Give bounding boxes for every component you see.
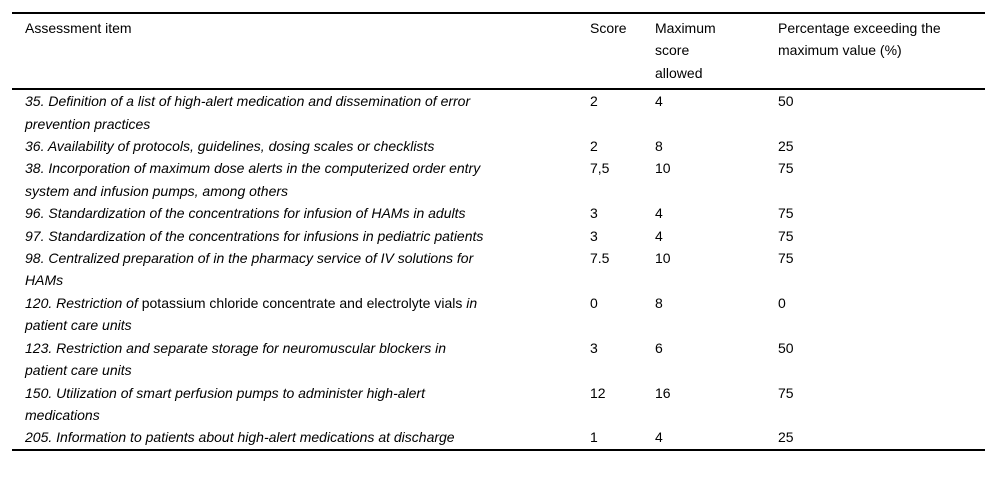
score-cell: 3 [590, 227, 598, 244]
table-header: Assessment item Score Maximum score allo… [12, 13, 985, 91]
percentage-cell: 50 [778, 93, 794, 110]
score-cell: 1 [590, 429, 598, 446]
percentage-cell: 75 [778, 160, 794, 177]
item-text-segment: potassium chloride concentrate and elect… [141, 294, 467, 311]
percentage-cell: 75 [778, 205, 794, 222]
table-row: 35. Definition of a list of high-alert m… [12, 89, 985, 135]
max-score-cell: 10 [655, 250, 671, 267]
item-text-segment: 96. Standardization of the concentration… [25, 205, 466, 222]
col-header-assessment-item: Assessment item [12, 13, 590, 91]
percentage-cell: 25 [778, 138, 794, 155]
item-cell: 205. Information to patients about high-… [12, 426, 590, 449]
max-score-cell: 8 [655, 294, 663, 311]
percentage-cell: 25 [778, 429, 794, 446]
max-score-cell: 4 [655, 93, 663, 110]
item-text-segment: in patient care units [25, 294, 478, 334]
table-body: 35. Definition of a list of high-alert m… [12, 89, 985, 450]
item-cell: 98. Centralized preparation of in the ph… [12, 247, 590, 292]
table-row: 123. Restriction and separate storage fo… [12, 337, 985, 382]
max-score-cell: 4 [655, 429, 663, 446]
col-header-max-score: Maximum score allowed [655, 13, 778, 91]
item-cell: 96. Standardization of the concentration… [12, 202, 590, 224]
score-cell: 3 [590, 339, 598, 356]
percentage-cell: 75 [778, 227, 794, 244]
percentage-cell: 75 [778, 384, 794, 401]
item-text-segment: 97. Standardization of the concentration… [25, 227, 484, 244]
score-cell: 3 [590, 205, 598, 222]
col-header-score: Score [590, 13, 655, 91]
max-score-cell: 4 [655, 227, 663, 244]
item-text-segment: 35. Definition of a list of high-alert m… [25, 93, 471, 132]
item-cell: 35. Definition of a list of high-alert m… [12, 89, 590, 135]
percentage-cell: 0 [778, 294, 786, 311]
paper-page: Assessment item Score Maximum score allo… [0, 12, 1000, 480]
max-score-cell: 10 [655, 160, 671, 177]
table-row: 97. Standardization of the concentration… [12, 225, 985, 247]
item-text-segment: 150. Utilization of smart perfusion pump… [25, 384, 425, 423]
percentage-cell: 50 [778, 339, 794, 356]
item-text-segment: 120. Restriction of [25, 294, 142, 311]
item-cell: 97. Standardization of the concentration… [12, 225, 590, 247]
max-score-cell: 16 [655, 384, 671, 401]
score-cell: 0 [590, 294, 598, 311]
col-header-percentage: Percentage exceeding the maximum value (… [778, 13, 985, 91]
table-row: 38. Incorporation of maximum dose alerts… [12, 157, 985, 202]
score-cell: 7,5 [590, 160, 610, 177]
item-cell: 120. Restriction of potassium chloride c… [12, 292, 590, 337]
score-cell: 2 [590, 138, 598, 155]
table-row: 150. Utilization of smart perfusion pump… [12, 382, 985, 427]
item-text-segment: 205. Information to patients about high-… [25, 429, 455, 446]
max-score-cell: 6 [655, 339, 663, 356]
max-score-cell: 8 [655, 138, 663, 155]
table-row: 96. Standardization of the concentration… [12, 202, 985, 224]
item-cell: 38. Incorporation of maximum dose alerts… [12, 157, 590, 202]
header-row: Assessment item Score Maximum score allo… [12, 13, 985, 91]
item-text-segment: 123. Restriction and separate storage fo… [25, 339, 446, 379]
item-text-segment: 38. Incorporation of maximum dose alerts… [25, 160, 481, 199]
percentage-cell: 75 [778, 250, 794, 267]
table-row: 98. Centralized preparation of in the ph… [12, 247, 985, 292]
item-cell: 150. Utilization of smart perfusion pump… [12, 382, 590, 427]
item-text-segment: 36. Availability of protocols, guideline… [25, 138, 435, 155]
score-cell: 2 [590, 93, 598, 110]
max-score-cell: 4 [655, 205, 663, 222]
table-row: 120. Restriction of potassium chloride c… [12, 292, 985, 337]
score-cell: 7.5 [590, 250, 610, 267]
assessment-table: Assessment item Score Maximum score allo… [12, 12, 985, 451]
table-row: 205. Information to patients about high-… [12, 426, 985, 449]
item-cell: 123. Restriction and separate storage fo… [12, 337, 590, 382]
item-text-segment: 98. Centralized preparation of in the ph… [25, 250, 474, 289]
item-cell: 36. Availability of protocols, guideline… [12, 135, 590, 157]
score-cell: 12 [590, 384, 606, 401]
table-row: 36. Availability of protocols, guideline… [12, 135, 985, 157]
